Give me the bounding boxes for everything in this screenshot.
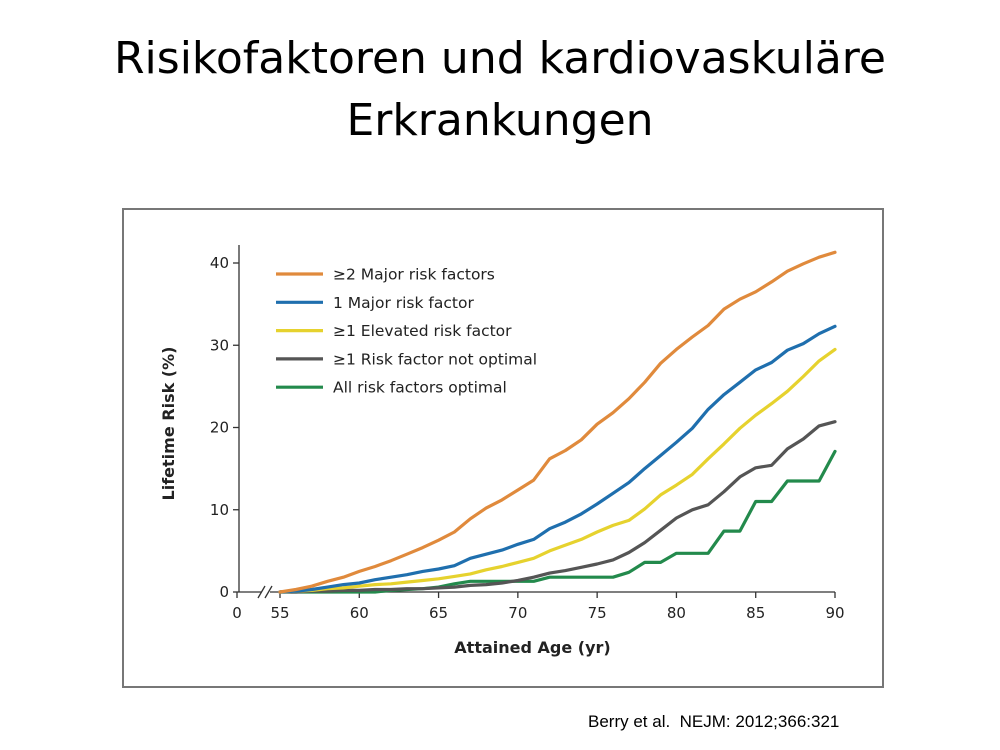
x-tick-label-80: 80 [667, 604, 686, 622]
x-tick-label-75: 75 [588, 604, 607, 622]
slide-title-line-2: Erkrankungen [346, 95, 654, 146]
y-tick-label-30: 30 [210, 336, 229, 354]
x-tick-label-85: 85 [746, 604, 765, 622]
slide-title-line-1: Risikofaktoren und kardiovaskuläre [113, 33, 887, 84]
lifetime-risk-chart: 0 10 20 30 40 0 55 60 65 70 75 80 85 90 Attained Age (… [159, 245, 845, 657]
series-line-2 [278, 324, 837, 594]
axis-break-mark-1 [257, 585, 266, 599]
axis-break-mark-2 [264, 585, 273, 599]
legend-label-3: ≥1 Elevated risk factor [333, 322, 512, 340]
series-line-3 [278, 347, 837, 594]
x-tick-label-70: 70 [508, 604, 527, 622]
y-tick-label-40: 40 [210, 254, 229, 272]
y-tick-label-10: 10 [210, 501, 229, 519]
figure-frame: 0 10 20 30 40 0 55 60 65 70 75 80 85 90 Attained Age (… [122, 208, 884, 688]
legend-label-1: ≥2 Major risk factors [333, 266, 495, 284]
series-line-4 [278, 420, 837, 594]
x-tick-label-0: 0 [232, 604, 242, 622]
y-axis-title: Lifetime Risk (%) [159, 347, 178, 501]
x-tick-label-90: 90 [825, 604, 844, 622]
y-tick-label-20: 20 [210, 419, 229, 437]
legend-label-4: ≥1 Risk factor not optimal [333, 350, 537, 368]
slide-title: Risikofaktoren und kardiovaskuläre Erkra… [0, 28, 1000, 152]
legend-label-2: 1 Major risk factor [333, 294, 474, 312]
x-tick-label-60: 60 [350, 604, 369, 622]
citation: Berry et al. NEJM: 2012;366:321 [588, 712, 840, 731]
x-axis-title: Attained Age (yr) [454, 638, 610, 657]
y-tick-label-0: 0 [219, 583, 229, 601]
series-line-1 [278, 250, 837, 594]
x-tick-label-65: 65 [429, 604, 448, 622]
legend-label-5: All risk factors optimal [333, 379, 507, 397]
x-tick-label-55: 55 [270, 604, 289, 622]
